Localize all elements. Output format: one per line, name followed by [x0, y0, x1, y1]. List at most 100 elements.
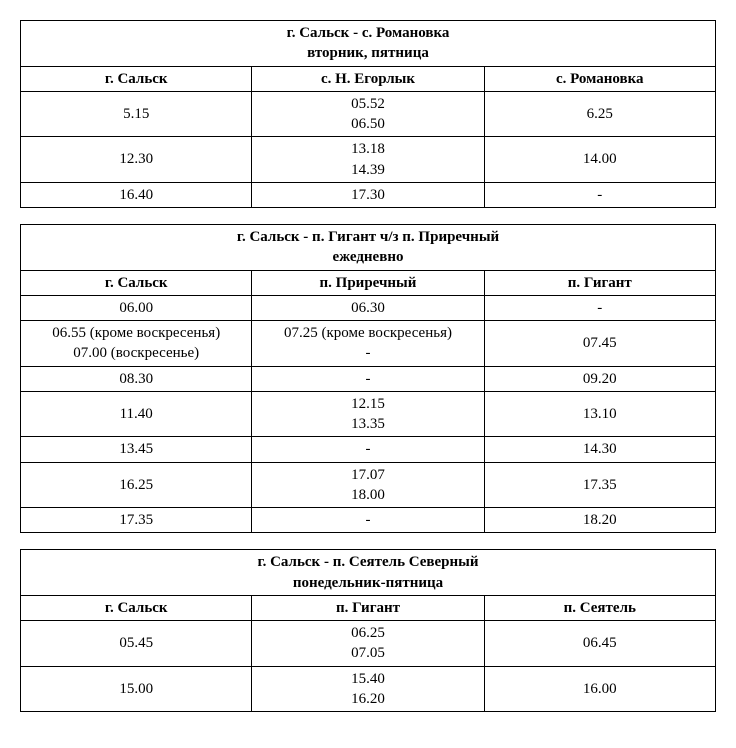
table-row: 05.45 06.2507.05 06.45	[21, 621, 716, 667]
table-cell: 08.30	[21, 366, 252, 391]
table-cell: 17.35	[484, 462, 715, 508]
cell-line: 07.00 (воскресенье)	[27, 343, 245, 363]
table-title-line2: вторник, пятница	[27, 43, 709, 63]
tables-container: г. Сальск - с. Романовкавторник, пятница…	[20, 20, 716, 712]
cell-line: 06.30	[258, 298, 477, 318]
cell-line: 08.30	[27, 369, 245, 389]
table-cell: 15.00	[21, 666, 252, 712]
table-title-line2: понедельник-пятница	[27, 573, 709, 593]
table-cell: 07.25 (кроме воскресенья)-	[252, 321, 484, 367]
schedule-table-2: г. Сальск - п. Сеятель Северныйпонедельн…	[20, 549, 716, 712]
cell-line: 07.05	[258, 643, 477, 663]
cell-line: 17.30	[258, 185, 477, 205]
table-cell: 13.45	[21, 437, 252, 462]
table-title: г. Сальск - п. Сеятель Северныйпонедельн…	[21, 550, 716, 596]
cell-line: -	[258, 343, 477, 363]
cell-line: 05.45	[27, 633, 245, 653]
table-cell: 06.2507.05	[252, 621, 484, 667]
table-row: 12.30 13.1814.39 14.00	[21, 137, 716, 183]
table-cell: 18.20	[484, 508, 715, 533]
table-cell: 05.5206.50	[252, 91, 484, 137]
table-cell: 14.00	[484, 137, 715, 183]
table-cell: 17.30	[252, 182, 484, 207]
table-title-line1: г. Сальск - п. Гигант ч/з п. Приречный	[27, 227, 709, 247]
cell-line: 14.39	[258, 160, 477, 180]
cell-line: 06.25	[258, 623, 477, 643]
table-cell: 6.25	[484, 91, 715, 137]
table-cell: 12.30	[21, 137, 252, 183]
table-cell: 06.00	[21, 295, 252, 320]
table-cell: -	[252, 508, 484, 533]
column-header: с. Н. Егорлык	[252, 66, 484, 91]
table-cell: -	[252, 366, 484, 391]
table-cell: 09.20	[484, 366, 715, 391]
table-row: 15.00 15.4016.20 16.00	[21, 666, 716, 712]
table-cell: 17.0718.00	[252, 462, 484, 508]
table-row: 16.25 17.0718.00 17.35	[21, 462, 716, 508]
table-cell: 14.30	[484, 437, 715, 462]
table-row: 16.40 17.30-	[21, 182, 716, 207]
column-header: г. Сальск	[21, 66, 252, 91]
cell-line: 05.52	[258, 94, 477, 114]
cell-line: 18.20	[491, 510, 709, 530]
table-title-line1: г. Сальск - с. Романовка	[27, 23, 709, 43]
table-cell: 06.45	[484, 621, 715, 667]
column-header: г. Сальск	[21, 270, 252, 295]
cell-line: 6.25	[491, 104, 709, 124]
table-cell: 5.15	[21, 91, 252, 137]
column-header: с. Романовка	[484, 66, 715, 91]
cell-line: 13.45	[27, 439, 245, 459]
table-title: г. Сальск - с. Романовкавторник, пятница	[21, 21, 716, 67]
table-cell: -	[252, 437, 484, 462]
cell-line: 06.55 (кроме воскресенья)	[27, 323, 245, 343]
table-row: 5.1505.5206.506.25	[21, 91, 716, 137]
column-header: п. Сеятель	[484, 595, 715, 620]
cell-line: -	[258, 369, 477, 389]
table-cell: 16.00	[484, 666, 715, 712]
cell-line: 12.30	[27, 149, 245, 169]
column-header: г. Сальск	[21, 595, 252, 620]
table-cell: 05.45	[21, 621, 252, 667]
table-row: 11.4012.1513.3513.10	[21, 391, 716, 437]
table-title: г. Сальск - п. Гигант ч/з п. Приречныйеж…	[21, 225, 716, 271]
cell-line: 15.40	[258, 669, 477, 689]
table-cell: 12.1513.35	[252, 391, 484, 437]
cell-line: 18.00	[258, 485, 477, 505]
table-cell: 13.1814.39	[252, 137, 484, 183]
column-header: п. Приречный	[252, 270, 484, 295]
table-row: 06.55 (кроме воскресенья)07.00 (воскресе…	[21, 321, 716, 367]
table-row: 08.30-09.20	[21, 366, 716, 391]
cell-line: -	[258, 510, 477, 530]
cell-line: 12.15	[258, 394, 477, 414]
table-cell: 17.35	[21, 508, 252, 533]
cell-line: 17.35	[491, 475, 709, 495]
cell-line: 16.00	[491, 679, 709, 699]
cell-line: -	[491, 185, 709, 205]
cell-line: 11.40	[27, 404, 245, 424]
schedule-table-0: г. Сальск - с. Романовкавторник, пятница…	[20, 20, 716, 208]
cell-line: 14.30	[491, 439, 709, 459]
table-cell: 07.45	[484, 321, 715, 367]
cell-line: -	[258, 439, 477, 459]
schedule-table-1: г. Сальск - п. Гигант ч/з п. Приречныйеж…	[20, 224, 716, 533]
cell-line: 07.45	[491, 333, 709, 353]
table-cell: -	[484, 182, 715, 207]
cell-line: 09.20	[491, 369, 709, 389]
table-cell: 06.30	[252, 295, 484, 320]
cell-line: 06.50	[258, 114, 477, 134]
cell-line: 07.25 (кроме воскресенья)	[258, 323, 477, 343]
cell-line: 17.07	[258, 465, 477, 485]
table-cell: 16.40	[21, 182, 252, 207]
table-cell: 15.4016.20	[252, 666, 484, 712]
table-row: 06.0006.30-	[21, 295, 716, 320]
cell-line: 06.00	[27, 298, 245, 318]
cell-line: 14.00	[491, 149, 709, 169]
cell-line: 15.00	[27, 679, 245, 699]
cell-line: 06.45	[491, 633, 709, 653]
table-title-line2: ежедневно	[27, 247, 709, 267]
column-header: п. Гигант	[252, 595, 484, 620]
cell-line: 17.35	[27, 510, 245, 530]
table-cell: 06.55 (кроме воскресенья)07.00 (воскресе…	[21, 321, 252, 367]
cell-line: 16.25	[27, 475, 245, 495]
cell-line: 16.40	[27, 185, 245, 205]
